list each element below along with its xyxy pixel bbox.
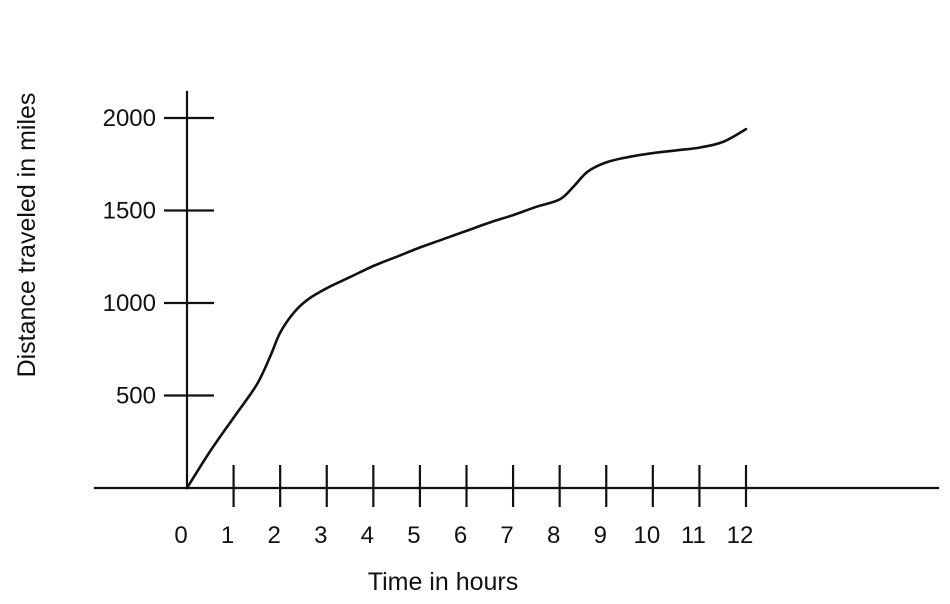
x-tick-label: 10 [633, 522, 660, 549]
x-tick-label: 4 [361, 522, 374, 549]
series [185, 127, 748, 490]
y-axis-title: Distance traveled in miles [13, 93, 41, 378]
x-tick-label: 2 [267, 522, 280, 549]
x-tick-label: 1 [221, 522, 234, 549]
y-tick-label: 2000 [103, 105, 156, 132]
x-axis-title: Time in hours [368, 568, 519, 596]
x-tick-label: 3 [314, 522, 327, 549]
x-tick-label: 8 [547, 522, 560, 549]
x-tick-label: 5 [407, 522, 420, 549]
y-tick-label: 500 [116, 383, 156, 410]
y-tick-label: 1000 [103, 290, 156, 317]
x-tick-label: 9 [594, 522, 607, 549]
x-tick-label: 6 [454, 522, 467, 549]
x-tick-label: 0 [174, 522, 187, 549]
axes [93, 90, 940, 490]
x-tick-label: 7 [500, 522, 513, 549]
y-tick-label: 1500 [103, 198, 156, 225]
x-tick-label: 11 [681, 522, 706, 549]
x-tick-label: 12 [727, 522, 754, 549]
distance-series-line [185, 127, 748, 490]
